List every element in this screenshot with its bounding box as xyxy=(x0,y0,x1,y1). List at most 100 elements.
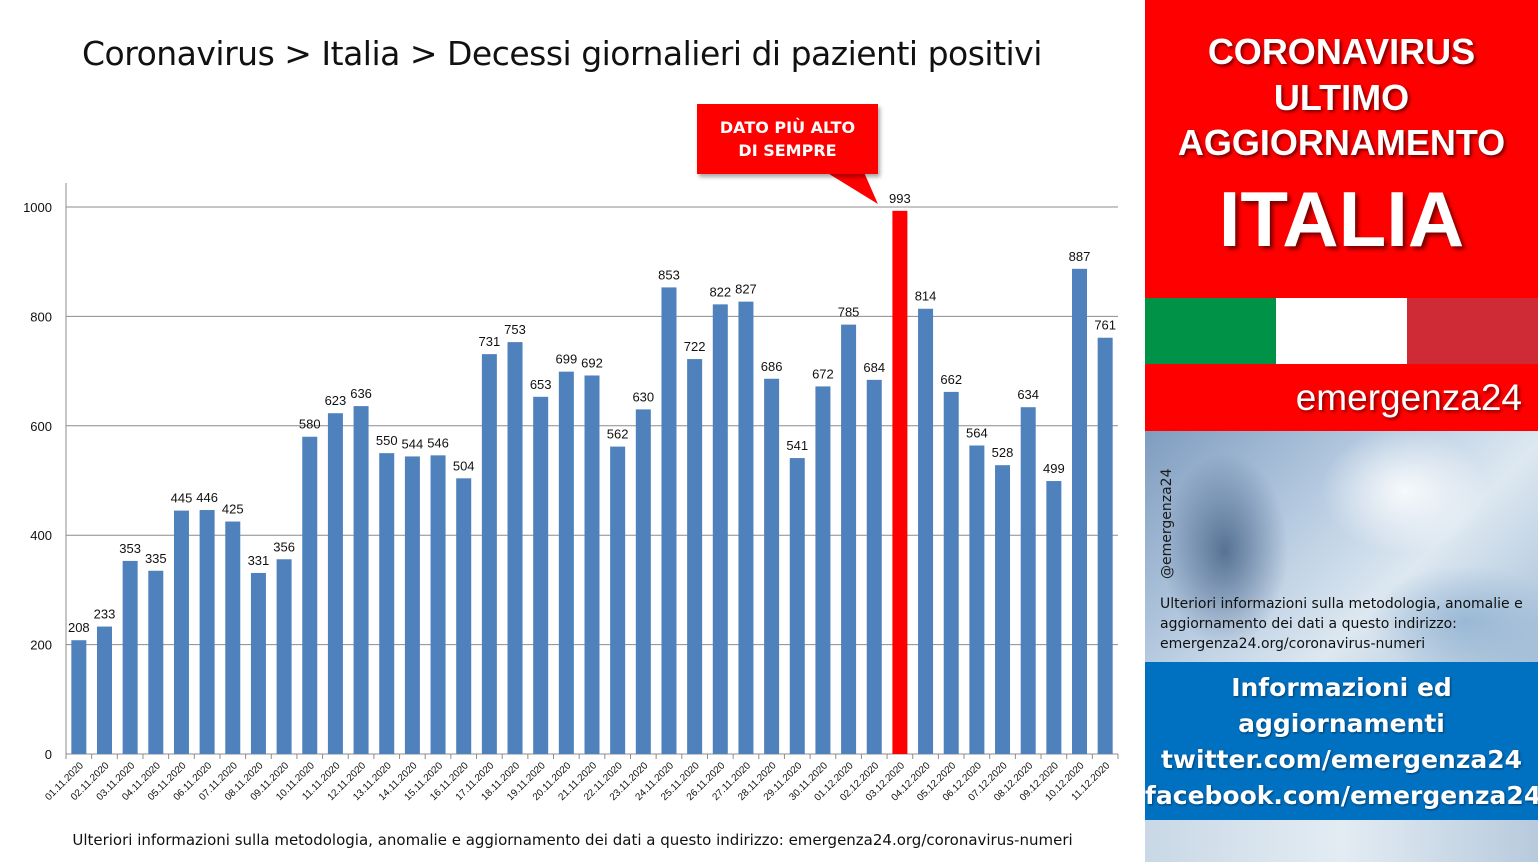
bar-value-label: 753 xyxy=(504,322,526,337)
bar-value-label: 827 xyxy=(735,282,757,297)
bar-value-label: 208 xyxy=(68,620,90,635)
bar xyxy=(1020,407,1036,754)
bar-value-label: 233 xyxy=(94,607,116,622)
bar-value-label: 636 xyxy=(350,386,372,401)
bar xyxy=(1072,268,1088,754)
bar xyxy=(96,626,112,754)
bar xyxy=(199,510,215,754)
brand-bar: emergenza24 xyxy=(1145,364,1538,431)
bar-value-label: 425 xyxy=(222,502,244,517)
bar-value-label: 580 xyxy=(299,417,321,432)
bar-value-label: 544 xyxy=(402,436,424,451)
hero-banner: CORONAVIRUS ULTIMO AGGIORNAMENTO ITALIA xyxy=(1145,0,1538,298)
bar-value-label: 722 xyxy=(684,339,706,354)
bar xyxy=(507,342,523,754)
bar xyxy=(969,445,985,754)
bar xyxy=(841,324,857,754)
bar-value-label: 785 xyxy=(838,305,860,320)
social-handle: @emergenza24 xyxy=(1159,459,1177,580)
bar-value-label: 623 xyxy=(325,393,347,408)
social-handle-text: @emergenza24 xyxy=(1159,468,1175,580)
bar-value-label: 686 xyxy=(761,359,783,374)
bar xyxy=(404,456,420,754)
chart-title: Coronavirus > Italia > Decessi giornalie… xyxy=(82,34,1042,73)
bar xyxy=(764,378,780,754)
bar xyxy=(533,396,549,754)
bar-value-label: 445 xyxy=(171,491,193,506)
bar-value-label: 335 xyxy=(145,551,167,566)
bar-value-label: 546 xyxy=(427,435,449,450)
hero-country: ITALIA xyxy=(1218,175,1465,263)
bar xyxy=(302,436,318,754)
bar xyxy=(918,308,934,754)
hero-line-3: AGGIORNAMENTO xyxy=(1177,122,1506,163)
side-panel: CORONAVIRUS ULTIMO AGGIORNAMENTO ITALIA … xyxy=(1145,0,1538,862)
hero-line-1: CORONAVIRUS xyxy=(1207,31,1476,72)
bar-chart: 0200400600800100020801.11.202023302.11.2… xyxy=(23,172,1119,804)
bar xyxy=(610,446,626,754)
bar-value-label: 692 xyxy=(581,355,603,370)
y-tick-label: 0 xyxy=(45,747,52,762)
bar xyxy=(815,386,831,754)
bar xyxy=(276,559,292,754)
bar xyxy=(584,375,600,754)
bar xyxy=(687,359,703,754)
info-line-2: aggiornamenti xyxy=(1238,709,1445,738)
bar-value-label: 541 xyxy=(786,438,808,453)
bar-value-label: 550 xyxy=(376,433,398,448)
bar xyxy=(789,458,805,754)
bar-value-label: 761 xyxy=(1094,318,1116,333)
bar-value-label: 562 xyxy=(607,427,629,442)
bar-value-label: 634 xyxy=(1017,387,1039,402)
italian-flag xyxy=(1145,298,1538,364)
y-tick-label: 200 xyxy=(30,638,52,653)
facebook-link[interactable]: facebook.com/emergenza24 xyxy=(1145,781,1538,810)
bar xyxy=(1097,337,1113,754)
y-tick-label: 400 xyxy=(30,528,52,543)
bar-value-label: 630 xyxy=(632,389,654,404)
bar-value-label: 672 xyxy=(812,366,834,381)
bar-value-label: 731 xyxy=(479,334,501,349)
bar xyxy=(892,210,908,755)
info-box: Informazioni ed aggiornamenti twitter.co… xyxy=(1145,662,1538,820)
callout-line-2: DI SEMPRE xyxy=(738,141,837,160)
bar-value-label: 699 xyxy=(555,352,577,367)
bar-value-label: 684 xyxy=(863,360,885,375)
bar xyxy=(635,409,651,754)
bar-value-label: 331 xyxy=(248,553,270,568)
bar xyxy=(327,413,343,754)
bar-value-label: 822 xyxy=(709,284,731,299)
bar xyxy=(1046,481,1062,754)
hero-line-2: ULTIMO xyxy=(1273,77,1410,118)
bar xyxy=(456,478,472,754)
bar xyxy=(995,465,1011,754)
bar xyxy=(122,560,138,754)
bottom-photo-strip xyxy=(1145,820,1538,862)
info-line-1: Informazioni ed xyxy=(1231,673,1452,702)
callout-line-1: DATO PIÙ ALTO xyxy=(719,118,856,137)
bar xyxy=(943,391,959,754)
bar xyxy=(250,572,266,754)
bar xyxy=(430,455,446,754)
bar-value-label: 662 xyxy=(940,372,962,387)
methodology-note: Ulteriori informazioni sulla metodologia… xyxy=(1160,596,1523,652)
bar xyxy=(481,354,497,754)
twitter-link[interactable]: twitter.com/emergenza24 xyxy=(1160,745,1523,774)
chart-panel: Coronavirus > Italia > Decessi giornalie… xyxy=(23,34,1119,849)
bar xyxy=(173,510,189,754)
y-tick-label: 800 xyxy=(30,309,52,324)
background-photo: @emergenza24 Ulteriori informazioni sull… xyxy=(1145,431,1538,662)
bar-value-label: 993 xyxy=(889,191,911,206)
bar-value-label: 814 xyxy=(915,289,937,304)
bar xyxy=(661,287,677,754)
bar xyxy=(71,640,87,754)
bar xyxy=(712,304,728,754)
callout-pointer xyxy=(825,172,878,204)
chart-footnote: Ulteriori informazioni sulla metodologia… xyxy=(72,831,1073,849)
flag-green-stripe xyxy=(1145,298,1276,364)
bar-value-label: 653 xyxy=(530,377,552,392)
bar xyxy=(225,521,241,754)
bar-value-label: 446 xyxy=(196,490,218,505)
bar xyxy=(866,379,882,754)
flag-white-stripe xyxy=(1276,298,1407,364)
